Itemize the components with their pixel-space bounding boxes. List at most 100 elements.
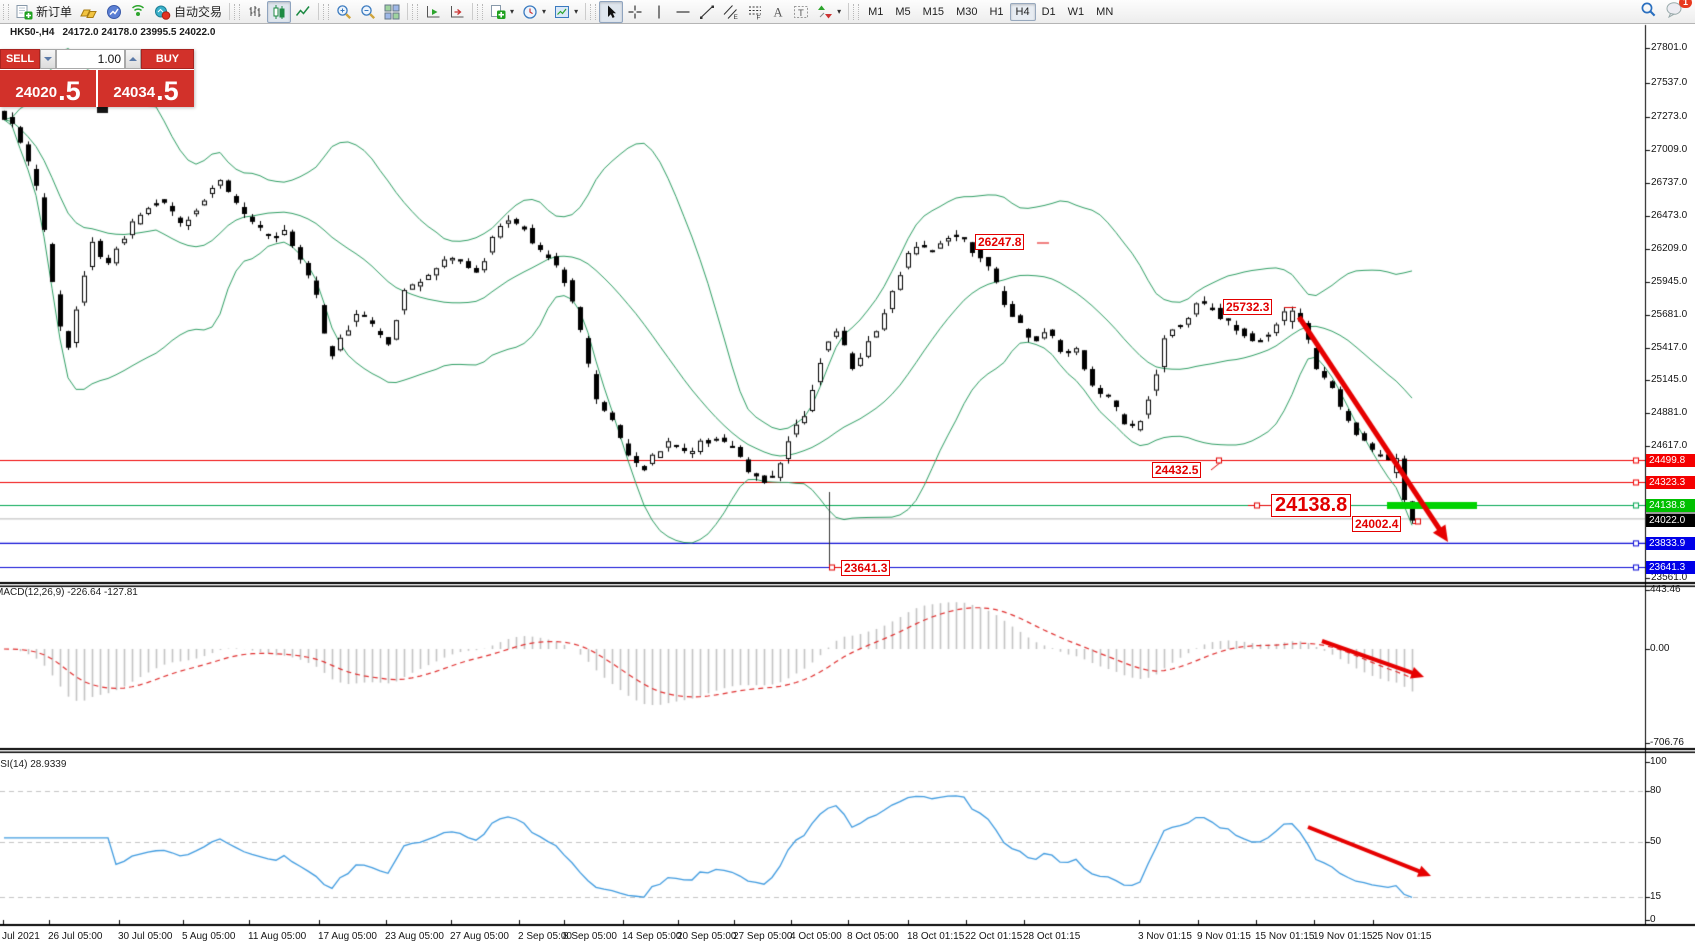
- bar-chart-button[interactable]: [243, 1, 267, 23]
- time-axis-label: 25 Nov 01:15: [1372, 931, 1432, 942]
- community-chat-button[interactable]: 1: [1665, 0, 1692, 23]
- timeframe-w1-button[interactable]: W1: [1067, 5, 1085, 18]
- toolbar-grip[interactable]: [323, 3, 330, 20]
- volume-input[interactable]: [56, 49, 125, 69]
- zoom-in-icon: [336, 4, 352, 20]
- toolbar-grip[interactable]: [3, 3, 9, 20]
- market-button[interactable]: [102, 1, 126, 23]
- trendline-tool[interactable]: [695, 1, 719, 23]
- timeframe-h1-button[interactable]: H1: [989, 5, 1004, 18]
- timeframe-m30-button[interactable]: M30: [956, 5, 978, 18]
- time-axis-label: 30 Jul 05:00: [118, 931, 173, 942]
- price-annotation[interactable]: 25732.3: [1223, 299, 1273, 315]
- price-annotation[interactable]: 24138.8: [1271, 494, 1352, 517]
- notification-badge: 1: [1678, 0, 1692, 8]
- tile-windows-button[interactable]: [380, 1, 404, 23]
- chart-ohlc-values: 24172.0 24178.0 23995.5 24022.0: [62, 27, 216, 38]
- crosshair-tool[interactable]: [623, 1, 647, 23]
- auto-trading-button[interactable]: 自动交易: [150, 1, 226, 23]
- new-order-button-label: 新订单: [36, 5, 73, 19]
- line-icon: [295, 4, 311, 20]
- price-annotation[interactable]: 23641.3: [841, 560, 891, 576]
- rsi-axis-tick: 80: [1650, 785, 1662, 796]
- indicators-menu-button[interactable]: ▾: [550, 1, 582, 23]
- price-axis-tick: 26473.0: [1651, 210, 1688, 221]
- new-order-menu-button[interactable]: ▾: [486, 1, 518, 23]
- price-annotation[interactable]: 24002.4: [1352, 516, 1402, 532]
- buy-price-display[interactable]: 24034 .5: [98, 70, 194, 107]
- line-chart-button[interactable]: [291, 1, 315, 23]
- sell-price-display[interactable]: 24020 .5: [0, 70, 96, 107]
- deposit-button[interactable]: [76, 1, 102, 23]
- support-green-badge: 24138.8: [1646, 499, 1695, 512]
- text-label-tool[interactable]: T: [789, 1, 813, 23]
- price-axis-tick: 25145.0: [1651, 374, 1688, 385]
- rsi-axis-tick: 15: [1650, 891, 1662, 902]
- chat-icon: [1665, 1, 1685, 22]
- sell-button[interactable]: SELL: [0, 49, 40, 69]
- time-axis-label: 8 Sep 05:00: [563, 931, 617, 942]
- price-annotation[interactable]: 24432.5: [1152, 462, 1202, 478]
- chevron-down-icon: ▾: [510, 7, 515, 16]
- price-axis-tick: 25681.0: [1651, 309, 1688, 320]
- autotrade-icon: [154, 4, 171, 20]
- arrows-tool[interactable]: ▾: [813, 1, 845, 23]
- price-axis-tick: 24881.0: [1651, 407, 1688, 418]
- chevron-down-icon: ▾: [837, 7, 842, 16]
- signals-button[interactable]: [126, 1, 150, 23]
- auto-scroll-button[interactable]: [421, 1, 445, 23]
- sell-price-main: 24020: [15, 84, 58, 101]
- support-blue-1-badge: 23833.9: [1646, 537, 1695, 550]
- timeframe-m1-button[interactable]: M1: [868, 5, 884, 18]
- macd-axis-tick: 0.00: [1650, 643, 1670, 654]
- toolbar-grip[interactable]: [412, 3, 419, 20]
- horizontal-line-tool[interactable]: [671, 1, 695, 23]
- candlestick-chart-button[interactable]: [267, 0, 292, 23]
- signal-icon: [130, 4, 146, 20]
- search-button[interactable]: [1640, 1, 1657, 23]
- toolbar-grip[interactable]: [477, 3, 484, 20]
- time-axis-label: 15 Nov 01:15: [1255, 931, 1315, 942]
- new-order-button[interactable]: 新订单: [12, 1, 76, 23]
- price-axis-tick: 27273.0: [1651, 111, 1688, 122]
- cursor-tool[interactable]: [599, 0, 624, 23]
- volume-increase-button[interactable]: [125, 49, 141, 69]
- zoom-out-icon: [360, 4, 376, 20]
- price-axis-tick: 27801.0: [1651, 42, 1688, 53]
- period-menu-button[interactable]: ▾: [518, 1, 550, 23]
- toolbar-grip[interactable]: [590, 3, 597, 20]
- fibonacci-tool[interactable]: F: [743, 1, 767, 23]
- fibo-icon: F: [747, 4, 763, 20]
- time-axis-label: 4 Oct 05:00: [790, 931, 842, 942]
- timeframe-h4-button[interactable]: H4: [1009, 2, 1036, 21]
- time-axis-label: 27 Aug 05:00: [450, 931, 509, 942]
- rsi-axis-tick: 50: [1650, 836, 1662, 847]
- time-axis-label: 27 Sep 05:00: [733, 931, 793, 942]
- buy-button[interactable]: BUY: [141, 49, 194, 69]
- timeframe-m15-button[interactable]: M15: [922, 5, 945, 18]
- crosshair-icon: [627, 4, 643, 20]
- text-tool[interactable]: A: [767, 1, 789, 23]
- time-axis-label: 23 Aug 05:00: [385, 931, 444, 942]
- channel-icon: E: [723, 4, 739, 20]
- clock-icon: [522, 4, 538, 20]
- triangle-down-icon: [44, 57, 52, 61]
- price-axis-tick: 27537.0: [1651, 77, 1688, 88]
- zoom-out-button[interactable]: [356, 1, 380, 23]
- vertical-line-tool[interactable]: [647, 1, 671, 23]
- zoom-in-button[interactable]: [332, 1, 356, 23]
- toolbar-grip[interactable]: [234, 3, 241, 20]
- volume-decrease-button[interactable]: [40, 49, 56, 69]
- price-annotation[interactable]: 26247.8: [975, 234, 1025, 250]
- timeframe-d1-button[interactable]: D1: [1041, 5, 1056, 18]
- time-axis-label: 19 Nov 01:15: [1313, 931, 1373, 942]
- equidistant-channel-tool[interactable]: E: [719, 1, 743, 23]
- timeframe-mn-button[interactable]: MN: [1096, 5, 1114, 18]
- toolbar-right-group: 1: [1640, 0, 1693, 23]
- chevron-down-icon: ▾: [542, 7, 547, 16]
- time-axis-label: 11 Aug 05:00: [248, 931, 307, 942]
- chart-shift-button[interactable]: [445, 1, 469, 23]
- toolbar-grip[interactable]: [853, 3, 860, 20]
- timeframe-m5-button[interactable]: M5: [895, 5, 911, 18]
